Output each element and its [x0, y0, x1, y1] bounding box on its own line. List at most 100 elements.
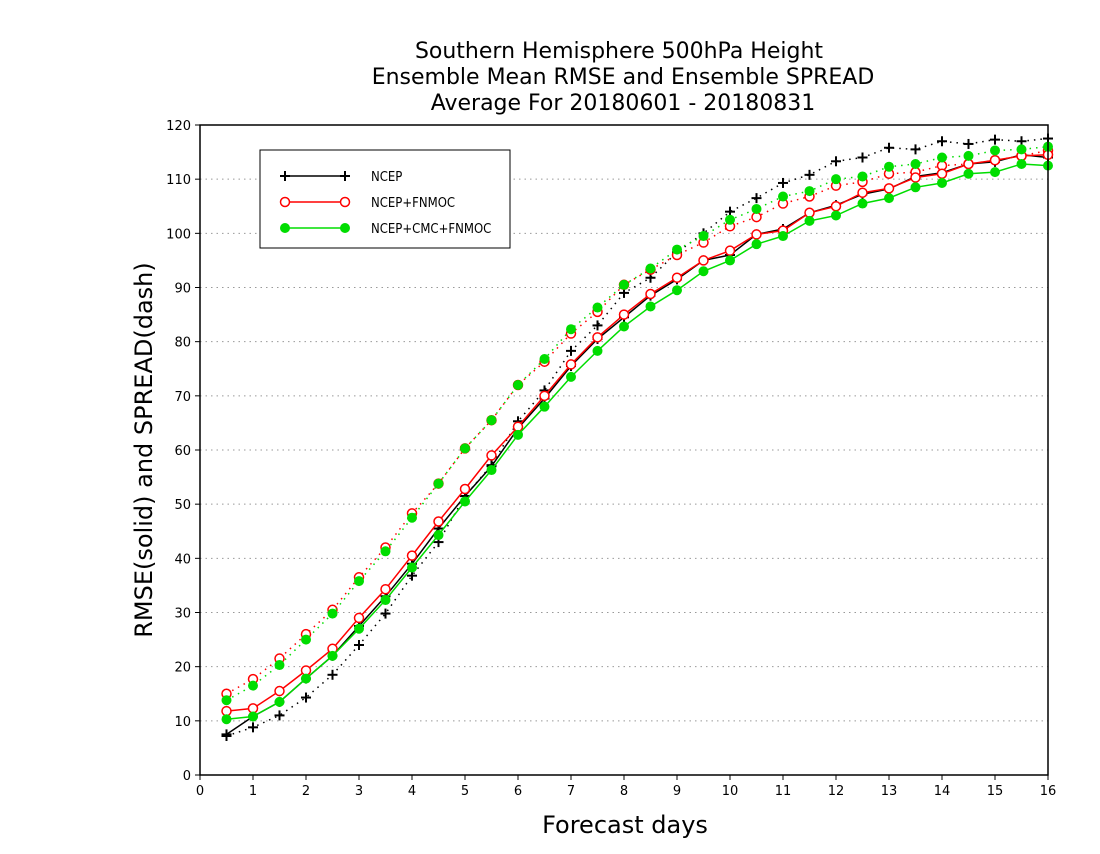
y-tick-label: 0: [183, 769, 191, 784]
rmse-point: [990, 167, 1000, 178]
chart-title: Southern Hemisphere 500hPa Height Ensemb…: [372, 39, 875, 116]
spread-point: [698, 231, 709, 242]
rmse-point: [910, 182, 921, 193]
spread-point: [910, 144, 921, 155]
rmse-point: [274, 696, 285, 707]
y-tick-label: 60: [174, 444, 191, 459]
x-tick-label: 10: [722, 784, 739, 799]
rmse-point: [1016, 159, 1027, 169]
x-tick-label: 3: [355, 784, 363, 799]
rmse-point: [380, 595, 391, 606]
spread-point: [672, 244, 682, 255]
grid-lines: [200, 178, 1048, 722]
rmse-point: [327, 650, 338, 661]
spread-point: [327, 608, 338, 619]
spread-point: [486, 415, 497, 426]
x-tick-label: 7: [567, 784, 575, 799]
rmse-point: [486, 450, 497, 461]
rmse-point: [936, 168, 948, 179]
x-tick-label: 13: [881, 784, 898, 799]
spread-point: [592, 320, 603, 331]
legend-label: NCEP+FNMOC: [371, 196, 455, 211]
x-tick-label: 0: [196, 784, 204, 799]
spread-point: [460, 443, 470, 454]
legend-marker: [339, 196, 351, 208]
rmse-point: [883, 183, 895, 194]
rmse-point: [989, 154, 1001, 166]
spread-point: [910, 159, 921, 169]
spread-point: [963, 150, 974, 161]
rmse-point: [486, 465, 497, 476]
spread-point: [354, 640, 364, 650]
legend-marker: [340, 171, 350, 181]
rmse-point: [459, 483, 471, 495]
rmse-point: [513, 429, 523, 440]
rmse-point: [619, 321, 629, 332]
rmse-point: [963, 168, 974, 179]
legend-box: [259, 149, 511, 249]
rmse-point: [671, 272, 683, 283]
legend-marker: [340, 223, 350, 233]
x-tick-label: 1: [249, 784, 257, 799]
spread-point: [937, 152, 947, 163]
spread-point: [248, 680, 258, 691]
rmse-point: [301, 673, 311, 684]
spread-point: [831, 156, 841, 167]
title-line-3: Average For 20180601 - 20180831: [431, 91, 816, 116]
spread-point: [990, 134, 1000, 145]
rmse-point: [221, 729, 232, 740]
spread-point: [301, 634, 311, 645]
y-tick-label: 100: [166, 227, 191, 242]
rmse-point: [751, 239, 762, 250]
rmse-point: [857, 187, 868, 198]
legend-entry: NCEP: [280, 170, 402, 185]
spread-point: [380, 546, 391, 557]
spread-point: [301, 692, 311, 703]
y-tick-label: 90: [174, 282, 191, 297]
rmse-point: [592, 332, 603, 343]
spread-point: [513, 380, 523, 390]
y-axis: 0 10 20 30 40 50 60 70 80 90 100 110 120: [166, 119, 200, 784]
spread-point: [619, 279, 629, 290]
rmse-point: [354, 623, 364, 634]
spread-point: [990, 145, 1000, 156]
spread-point: [327, 669, 338, 680]
rmse-point: [433, 530, 444, 541]
x-tick-label: 8: [620, 784, 628, 799]
y-axis-label: RMSE(solid) and SPREAD(dash): [130, 262, 158, 638]
spread-point: [778, 177, 788, 188]
rmse-point: [804, 215, 815, 226]
spread-point: [248, 722, 258, 733]
rmse-point: [725, 255, 735, 266]
rmse-point: [857, 198, 868, 209]
legend-marker: [279, 196, 291, 208]
x-axis: 0 1 2 3 4 5 6 7 8 9 10 11 12 13 14 15 16: [196, 775, 1056, 799]
rmse-point: [830, 201, 842, 212]
spread-point: [884, 142, 894, 153]
y-tick-label: 20: [174, 661, 191, 676]
y-tick-label: 120: [166, 119, 191, 134]
rmse-point: [672, 285, 682, 296]
spread-point: [804, 186, 815, 197]
x-tick-label: 11: [775, 784, 792, 799]
rmse-point: [778, 231, 788, 242]
rmse-point: [831, 210, 841, 221]
legend-entry: NCEP+CMC+FNMOC: [280, 222, 491, 237]
rmse-point: [539, 401, 550, 412]
spread-point: [963, 138, 974, 149]
rmse-point: [751, 229, 762, 240]
rmse-point: [433, 516, 444, 527]
spread-point: [857, 152, 868, 163]
rmse-point: [910, 172, 921, 183]
x-tick-label: 14: [934, 784, 951, 799]
rmse-point: [566, 371, 576, 382]
legend-marker: [280, 223, 290, 233]
spread-point: [274, 660, 285, 671]
x-tick-label: 5: [461, 784, 469, 799]
x-tick-label: 4: [408, 784, 416, 799]
title-line-2: Ensemble Mean RMSE and Ensemble SPREAD: [372, 65, 875, 90]
spread-point: [274, 710, 285, 721]
rmse-point: [592, 345, 603, 356]
spread-point: [751, 193, 762, 204]
